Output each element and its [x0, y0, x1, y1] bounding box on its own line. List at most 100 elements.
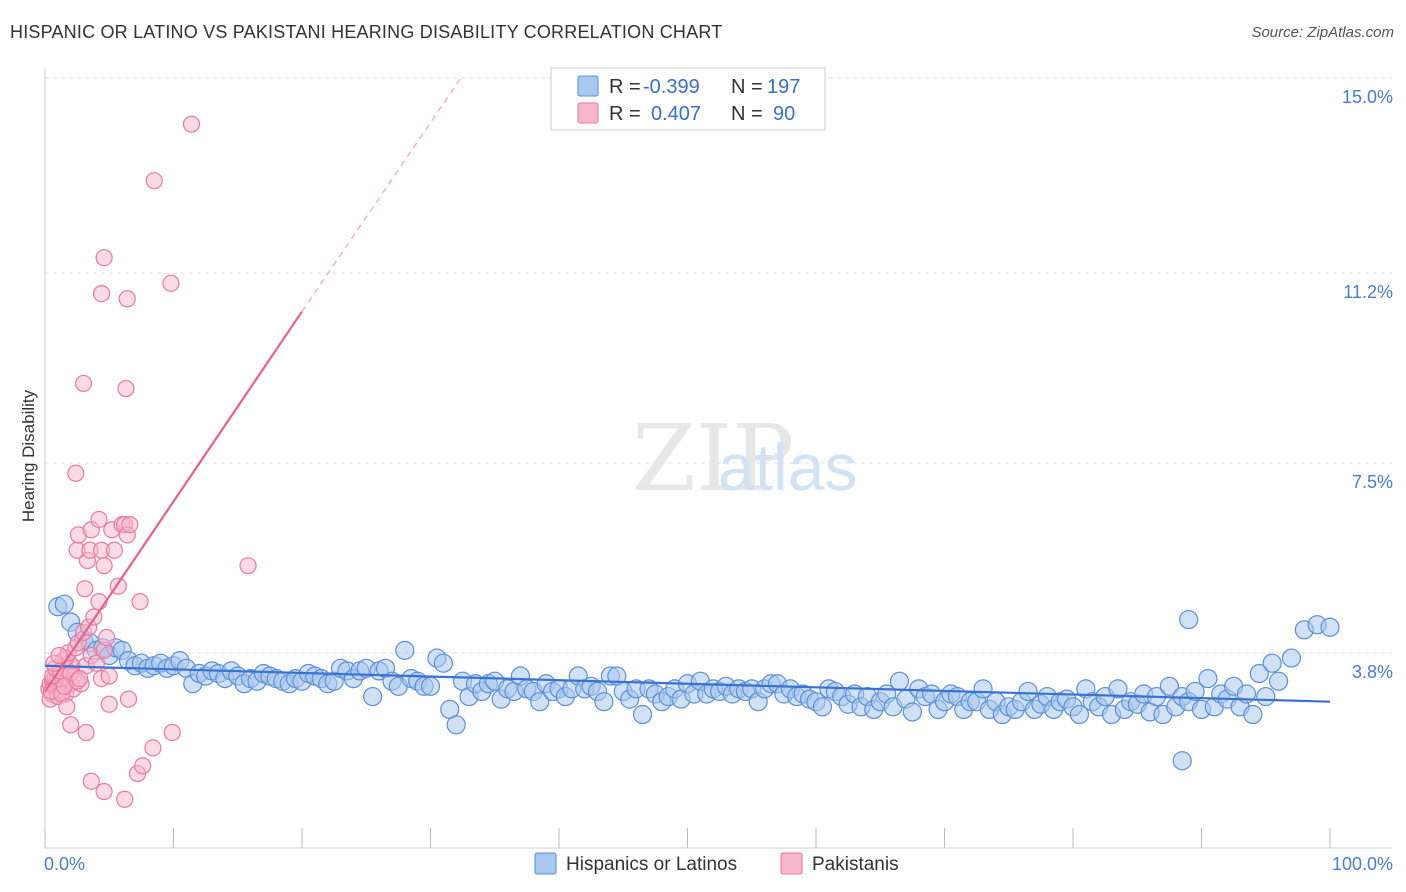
pink-point-89 — [100, 695, 118, 713]
pink-point-78 — [239, 557, 257, 575]
pink-point-83 — [116, 790, 134, 808]
bottom-legend-label-blue: Hispanics or Latinos — [566, 854, 737, 875]
pink-point-46 — [50, 646, 68, 665]
blue-point-91 — [632, 704, 653, 725]
blue-point-60 — [433, 653, 453, 673]
blue-point-133 — [902, 702, 922, 722]
pink-point-51 — [71, 669, 89, 688]
bottom-legend: Hispanics or Latinos Pakistanis — [534, 852, 899, 875]
blue-point-85 — [594, 692, 614, 712]
blue-point-1 — [54, 594, 74, 614]
pink-point-87 — [144, 739, 162, 757]
pink-point-79 — [62, 716, 80, 734]
blue-point-173 — [1159, 676, 1179, 696]
legend-r-label-pink: R = — [609, 103, 641, 125]
watermark: ZIP atlas — [632, 405, 857, 512]
pink-point-72 — [95, 249, 113, 267]
legend-n-label-blue: N = — [731, 76, 763, 98]
x-tick-label-0: 0.0% — [44, 854, 85, 874]
y-tick-label-3: 15.0% — [1342, 87, 1393, 107]
blue-point-151 — [1018, 681, 1038, 702]
blue-point-191 — [1281, 648, 1302, 668]
pink-point-52 — [76, 580, 94, 598]
pink-point-76 — [162, 274, 180, 292]
blue-point-179 — [1198, 668, 1218, 689]
blue-point-54 — [395, 640, 415, 660]
chart-title: HISPANIC OR LATINO VS PAKISTANI HEARING … — [10, 22, 723, 42]
pink-point-49 — [58, 698, 76, 716]
pink-point-62 — [105, 541, 123, 559]
y-tick-label-2: 11.2% — [1343, 282, 1393, 302]
blue-point-165 — [1108, 679, 1128, 699]
blue-point-189 — [1262, 653, 1282, 673]
blue-point-119 — [812, 697, 833, 717]
blue-point-49 — [363, 686, 383, 707]
blue-point-177 — [1185, 681, 1205, 702]
x-tick-label-1: 100.0% — [1332, 854, 1393, 874]
y-axis-label: Hearing Disability — [19, 389, 38, 522]
pink-point-42 — [98, 628, 116, 647]
legend-row-blue: R = -0.399 N = 197 — [577, 75, 800, 98]
legend-r-value-pink: 0.407 — [651, 103, 701, 125]
pink-point-71 — [92, 285, 111, 303]
bottom-legend-swatch-blue — [534, 852, 557, 875]
legend-box: R = -0.399 N = 197 R = 0.407 N = 90 — [550, 67, 826, 131]
blue-point-131 — [889, 671, 910, 691]
pink-point-73 — [118, 290, 136, 308]
y-tick-labels: 3.8% 7.5% 11.2% 15.0% — [1342, 87, 1393, 682]
watermark-atlas: atlas — [718, 430, 857, 504]
blue-point-196 — [1179, 609, 1199, 630]
pink-point-66 — [121, 515, 139, 534]
blue-point-195 — [1172, 751, 1192, 771]
bottom-legend-label-pink: Pakistanis — [812, 854, 899, 875]
pink-point-88 — [163, 723, 181, 742]
pink-trend-line — [44, 310, 303, 693]
legend-swatch-blue — [577, 75, 599, 97]
pink-point-68 — [131, 592, 149, 611]
pink-point-70 — [74, 374, 93, 393]
blue-point-159 — [1069, 704, 1090, 725]
axes — [44, 68, 1392, 849]
pink-point-81 — [82, 772, 100, 790]
pink-point-82 — [95, 782, 113, 801]
pink-point-60 — [95, 557, 113, 575]
trend-lines — [44, 75, 1331, 703]
pink-point-86 — [134, 757, 152, 775]
y-tick-label-0: 3.8% — [1352, 662, 1393, 682]
pink-point-80 — [77, 723, 95, 742]
y-tick-label-1: 7.5% — [1352, 472, 1393, 492]
pink-point-43 — [100, 667, 118, 685]
bottom-legend-swatch-pink — [780, 852, 803, 875]
legend-row-pink: R = 0.407 N = 90 — [577, 102, 795, 125]
blue-point-187 — [1249, 663, 1269, 684]
blue-point-188 — [1256, 686, 1276, 707]
blue-point-62 — [446, 715, 466, 735]
legend-n-value-pink: 90 — [773, 103, 795, 125]
blue-point-190 — [1268, 671, 1289, 691]
pink-trend-extension — [301, 75, 464, 312]
legend-swatch-pink — [577, 102, 599, 124]
x-tick-labels: 0.0% 100.0% — [44, 854, 1393, 874]
pink-point-74 — [117, 379, 135, 398]
pink-point-69 — [67, 464, 85, 482]
blue-point-186 — [1243, 704, 1263, 725]
blue-point-144 — [973, 679, 993, 699]
pink-point-58 — [90, 510, 108, 529]
blue-point-58 — [420, 676, 441, 696]
series-hispanics-points — [48, 594, 1340, 771]
legend-r-label-blue: R = — [609, 76, 641, 98]
pink-point-84 — [119, 690, 138, 708]
pink-point-77 — [182, 115, 201, 133]
blue-point-194 — [1320, 617, 1340, 637]
series-pakistanis-points — [40, 115, 257, 808]
blue-trend-line — [44, 664, 1331, 703]
legend-n-label-pink: N = — [731, 103, 763, 125]
blue-point-75 — [530, 692, 550, 712]
watermark-zip: ZIP — [632, 405, 794, 512]
pink-point-75 — [145, 172, 163, 190]
legend-n-value-blue: 197 — [767, 76, 800, 98]
legend-r-value-blue: -0.399 — [643, 76, 700, 98]
grid-lines — [45, 77, 1392, 654]
source-label: Source: ZipAtlas.com — [1251, 24, 1394, 41]
